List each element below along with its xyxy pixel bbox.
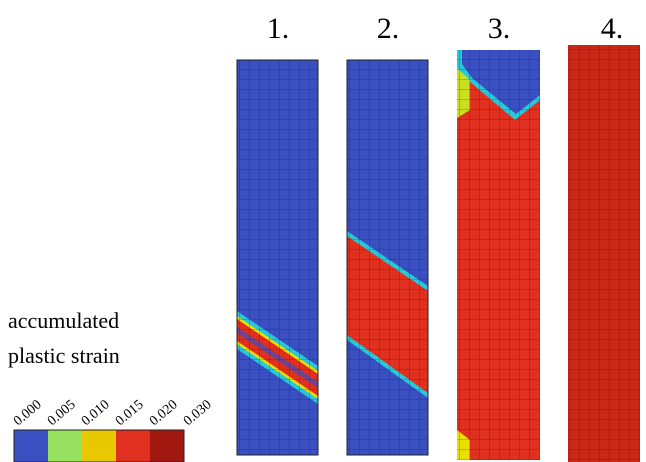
colorbar-tick-label: 0.015: [113, 397, 147, 429]
panel-label: 2.: [377, 12, 400, 45]
colorbar-ticks: 0.000 0.005 0.010 0.015 0.020 0.030: [11, 397, 215, 429]
panel-2: [346, 59, 429, 456]
panel-label: 4.: [601, 12, 624, 45]
colorbar-tick-label: 0.005: [45, 397, 79, 429]
legend-title: accumulated: [8, 308, 119, 333]
panel-label: 1.: [267, 12, 290, 45]
colorbar-tick-label: 0.000: [11, 397, 45, 429]
panel-4: [568, 45, 640, 462]
panel-1: [236, 59, 319, 456]
colorbar: [13, 429, 185, 462]
panel-label: 3.: [488, 12, 511, 45]
legend-title: plastic strain: [8, 343, 120, 368]
colorbar-tick-label: 0.020: [147, 397, 181, 429]
panel-3: [457, 50, 540, 460]
colorbar-tick-label: 0.010: [79, 397, 113, 429]
colorbar-tick-label: 0.030: [181, 397, 215, 429]
